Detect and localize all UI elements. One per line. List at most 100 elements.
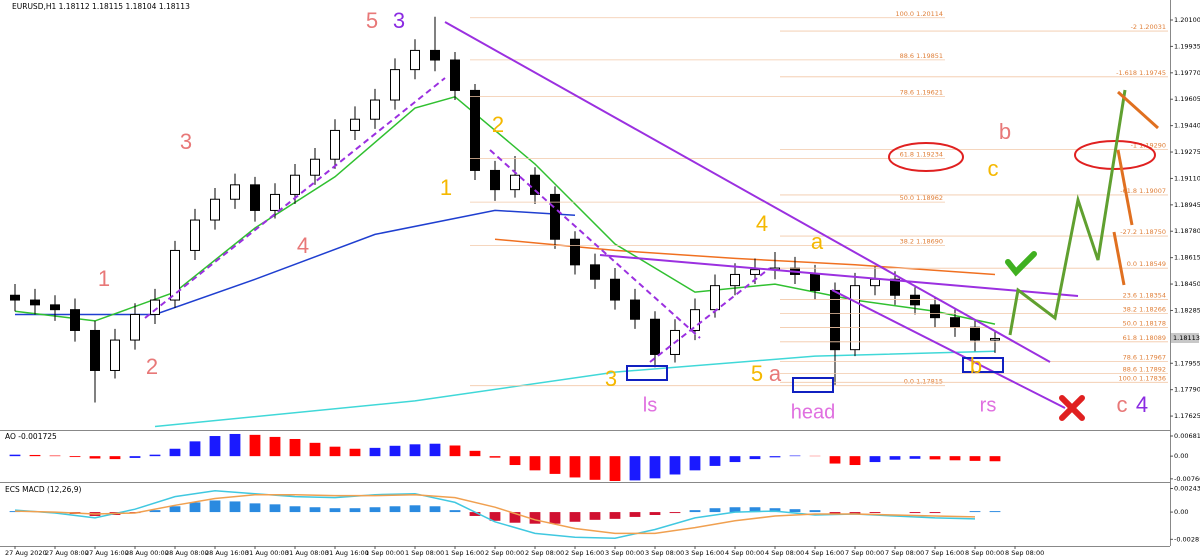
check-mark bbox=[1005, 251, 1037, 277]
histogram-bar bbox=[929, 456, 941, 460]
x-tick-label: 3 Sep 00:00 bbox=[605, 549, 644, 557]
y-tick-label: 0.00 bbox=[1174, 452, 1188, 460]
histogram-bar bbox=[749, 456, 761, 460]
x-tick-label: 2 Sep 08:00 bbox=[525, 549, 564, 557]
candle-body bbox=[750, 269, 760, 275]
x-tick-label: 31 Aug 00:00 bbox=[245, 549, 289, 557]
histogram-bar bbox=[229, 501, 241, 513]
candle-body bbox=[890, 278, 900, 296]
histogram-bar bbox=[29, 454, 41, 457]
support-box bbox=[962, 357, 1004, 373]
fib-label: 50.0 1.18962 bbox=[900, 194, 943, 202]
channel-line bbox=[831, 289, 1066, 409]
support-box bbox=[792, 377, 834, 393]
wave-label: c bbox=[988, 156, 999, 181]
y-tick-label: 1.18945 bbox=[1174, 201, 1200, 209]
y-tick-label: 1.18780 bbox=[1174, 227, 1200, 235]
histogram-bar bbox=[849, 512, 861, 515]
wave-label: 1 bbox=[440, 175, 452, 200]
histogram-bar bbox=[449, 510, 461, 513]
candle-body bbox=[110, 339, 120, 371]
histogram-bar bbox=[889, 456, 901, 460]
histogram-bar bbox=[469, 450, 481, 457]
histogram-bar bbox=[169, 506, 181, 513]
histogram-bar bbox=[149, 454, 161, 457]
histogram-bar bbox=[189, 502, 201, 513]
histogram-bar bbox=[309, 442, 321, 457]
histogram-bar bbox=[269, 436, 281, 457]
histogram-bar bbox=[689, 456, 701, 471]
candle-body bbox=[330, 129, 340, 160]
histogram-bar bbox=[249, 434, 261, 457]
fib-label: 38.2 1.18690 bbox=[900, 238, 943, 246]
wave-label: 4 bbox=[1136, 392, 1148, 417]
neckline bbox=[599, 254, 1079, 297]
candle-body bbox=[390, 69, 400, 101]
y-tick-label: 1.17790 bbox=[1174, 386, 1200, 394]
x-tick-label: 8 Sep 08:00 bbox=[1005, 549, 1044, 557]
fib-label: 78.6 1.19621 bbox=[900, 89, 943, 97]
wave-label: 5 bbox=[751, 361, 763, 386]
candle-body bbox=[70, 309, 80, 331]
y-tick-label: 1.18285 bbox=[1174, 306, 1200, 314]
y-tick-label: 1.17625 bbox=[1174, 412, 1200, 420]
x-tick-label: 28 Aug 08:00 bbox=[165, 549, 209, 557]
candle-body bbox=[930, 304, 940, 319]
ao-title: AO -0.001725 bbox=[5, 432, 57, 441]
histogram-bar bbox=[969, 511, 981, 513]
histogram-bar bbox=[389, 445, 401, 457]
candle-body bbox=[610, 278, 620, 301]
candle-body bbox=[710, 285, 720, 311]
candle-body bbox=[430, 49, 440, 61]
histogram-bar bbox=[969, 456, 981, 461]
x-tick-label: 31 Aug 16:00 bbox=[325, 549, 369, 557]
wave-label: c bbox=[1117, 392, 1128, 417]
fib-label: 38.2 1.18266 bbox=[1123, 305, 1166, 313]
histogram-bar bbox=[489, 512, 501, 521]
fib-label: 50.0 1.18178 bbox=[1123, 320, 1166, 328]
candle-body bbox=[550, 193, 560, 240]
histogram-bar bbox=[409, 505, 421, 513]
fib-label: 88.6 1.19851 bbox=[900, 52, 943, 60]
fib-label: -1.618 1.19745 bbox=[1116, 69, 1166, 77]
target-ellipse bbox=[888, 142, 964, 172]
y-tick-label: 1.19110 bbox=[1174, 174, 1200, 182]
last-price-box bbox=[1171, 332, 1199, 343]
x-tick-label: 27 Aug 08:00 bbox=[45, 549, 89, 557]
plot-area: 100.0 1.20114 88.6 1.19851 78.6 1.19621 61.… bbox=[9, 10, 1168, 539]
x-tick-label: 2 Sep 00:00 bbox=[485, 549, 524, 557]
candle-body bbox=[730, 273, 740, 287]
candle-body bbox=[570, 238, 580, 266]
y-tick-label: 0.00 bbox=[1174, 508, 1188, 516]
dashed-trend-line bbox=[489, 149, 701, 339]
histogram-bar bbox=[429, 443, 441, 457]
candle-body bbox=[130, 313, 140, 341]
histogram-bar bbox=[89, 456, 101, 459]
histogram-bar bbox=[709, 508, 721, 513]
candle-body bbox=[490, 169, 500, 191]
indicator-line bbox=[14, 490, 976, 539]
x-tick-label: 1 Sep 08:00 bbox=[405, 549, 444, 557]
histogram-bar bbox=[809, 510, 821, 513]
x-tick-label: 7 Sep 08:00 bbox=[885, 549, 924, 557]
candle-body bbox=[590, 264, 600, 280]
histogram-bar bbox=[569, 512, 581, 522]
histogram-bar bbox=[489, 456, 501, 458]
fib-label: -27.2 1.18750 bbox=[1120, 228, 1166, 236]
histogram-bar bbox=[329, 446, 341, 457]
candle-body bbox=[810, 273, 820, 291]
histogram-bar bbox=[549, 512, 561, 524]
histogram-bar bbox=[729, 456, 741, 463]
y-tick-label: 0.00681 bbox=[1174, 432, 1200, 440]
dashed-trend-line bbox=[649, 267, 771, 363]
histogram-bar bbox=[909, 512, 921, 514]
x-tick-label: 27 Aug 2020 bbox=[5, 549, 47, 557]
fib-label: 23.6 1.18354 bbox=[1123, 291, 1166, 299]
wave-label: 4 bbox=[756, 211, 768, 236]
histogram-bar bbox=[309, 507, 321, 513]
histogram-bar bbox=[429, 506, 441, 513]
candle-body bbox=[450, 59, 460, 91]
wave-label: 5 bbox=[366, 8, 378, 33]
histogram-bar bbox=[729, 507, 741, 513]
